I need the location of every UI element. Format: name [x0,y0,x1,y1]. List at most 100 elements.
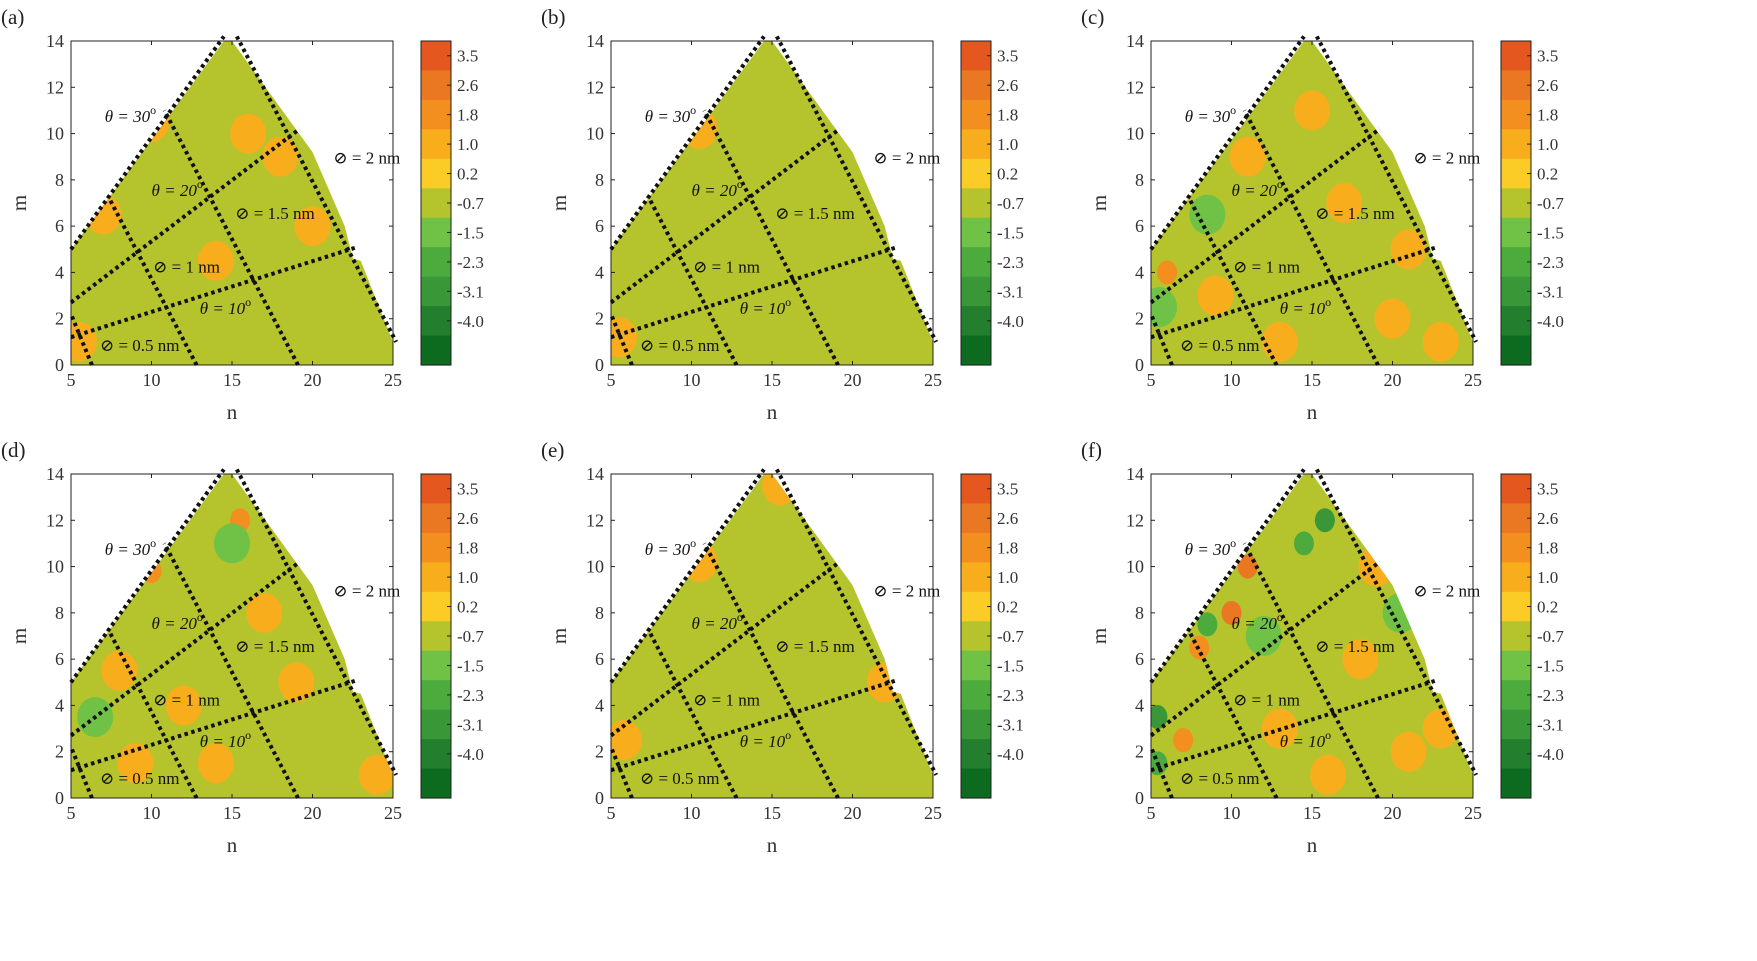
diameter-label: ⊘ = 1 nm [153,257,220,276]
y-axis-label: m [7,195,31,211]
colorbar-tick-label: 2.6 [1537,509,1558,528]
diameter-label: ⊘ = 1.5 nm [235,637,315,656]
heatmap-patch [230,113,267,154]
x-tick-label: 20 [1384,803,1402,823]
panel-label: (d) [1,438,26,462]
colorbar-tick-label: 0.2 [457,165,478,184]
guide-line [69,35,226,251]
y-tick-label: 2 [1135,742,1144,762]
colorbar-tick-label: -1.5 [997,656,1024,675]
colorbar-bin [1501,99,1531,130]
guide-line [610,678,899,773]
colorbar-bin [961,591,991,622]
guide-line [609,560,841,738]
y-tick-label: 4 [55,262,64,282]
degree-mark: o [785,295,791,309]
y-tick-label: 0 [1135,355,1144,375]
x-tick-label: 10 [143,803,161,823]
x-tick-label: 10 [1223,803,1241,823]
x-tick-label: 25 [384,803,402,823]
y-tick-label: 14 [1126,464,1144,484]
colorbar-tick-label: 2.6 [457,76,478,95]
heatmap-patch [1294,90,1330,131]
colorbar-bin [421,503,451,534]
panel-label: (a) [1,5,24,29]
degree-mark: o [785,728,791,742]
colorbar-tick-label: -0.7 [1537,627,1564,646]
x-tick-label: 15 [763,803,781,823]
colorbar-bin [1501,188,1531,219]
colorbar-tick-label: 3.5 [997,480,1018,499]
heatmap-patch [1374,298,1411,339]
x-tick-label: 25 [1464,803,1482,823]
diameter-label: ⊘ = 1 nm [693,257,760,276]
chart-panel: 5 10 15 20 25 0 2 4 6 8 10 12 14 n m (a) θ = 30o θ = 20o θ… [1,5,484,424]
y-tick-label: 14 [586,464,604,484]
colorbar-tick-label: 1.8 [457,539,478,558]
x-tick-label: 25 [924,803,942,823]
theta-label: θ = 20o [152,177,203,200]
guide-line [609,746,634,799]
guide-line [775,35,938,343]
guide-line [1242,109,1380,366]
theta-label: θ = 10o [200,728,251,751]
heatmap-patch [165,685,202,726]
colorbar-tick-label: -0.7 [997,194,1024,213]
x-tick-label: 20 [1384,370,1402,390]
y-tick-label: 4 [55,695,64,715]
y-tick-label: 8 [1135,603,1144,623]
degree-mark: o [150,536,156,550]
colorbar-bin [1501,276,1531,307]
colorbar-bin [961,621,991,652]
colorbar-bin [961,158,991,189]
colorbar-bin [961,41,991,72]
degree-mark: o [1277,610,1283,624]
heatmap-region [611,41,933,365]
diameter-label: ⊘ = 0.5 nm [1180,336,1260,355]
guide-line [70,245,359,340]
theta-label: θ = 30o [645,103,696,126]
colorbar-tick-label: 1.0 [457,568,478,587]
guide-line [1149,468,1306,684]
colorbar-tick-label: 1.0 [997,568,1018,587]
colorbar-bin [421,158,451,189]
y-tick-label: 12 [586,77,604,97]
colorbar-tick-label: -4.0 [997,312,1024,331]
theta-label: θ = 30o [105,103,156,126]
colorbar-tick-label: -3.1 [457,715,484,734]
x-tick-label: 5 [67,803,76,823]
colorbar-bin [1501,70,1531,101]
y-tick-label: 12 [586,510,604,530]
heatmap-patch [1157,260,1178,285]
colorbar-tick-label: -1.5 [1537,656,1564,675]
x-axis-label: n [227,833,238,857]
y-tick-label: 14 [46,464,64,484]
y-axis-label: m [547,195,571,211]
heatmap-patch [358,754,393,795]
diameter-label: ⊘ = 2 nm [333,149,400,168]
theta-label: θ = 20o [1232,610,1283,633]
guide-line [69,313,94,366]
y-tick-label: 8 [1135,170,1144,190]
colorbar-bin [421,41,451,72]
colorbar-bin [1501,503,1531,534]
panel-label: (b) [541,5,566,29]
x-tick-label: 5 [1147,803,1156,823]
colorbar-tick-label: 0.2 [997,598,1018,617]
x-tick-label: 10 [1223,370,1241,390]
diameter-label: ⊘ = 1.5 nm [1315,637,1395,656]
colorbar-tick-label: 1.8 [1537,539,1558,558]
colorbar-tick-label: -0.7 [997,627,1024,646]
guide-line [1149,560,1381,738]
colorbar-tick-label: 2.6 [997,509,1018,528]
y-tick-label: 0 [55,355,64,375]
colorbar-bin [961,247,991,278]
colorbar-tick-label: 1.0 [1537,568,1558,587]
y-tick-label: 10 [586,124,604,144]
colorbar-bin [961,276,991,307]
degree-mark: o [1230,103,1236,117]
colorbar-tick-label: -3.1 [997,282,1024,301]
colorbar-tick-label: -0.7 [457,194,484,213]
colorbar-tick-label: -0.7 [1537,194,1564,213]
y-tick-label: 8 [55,603,64,623]
